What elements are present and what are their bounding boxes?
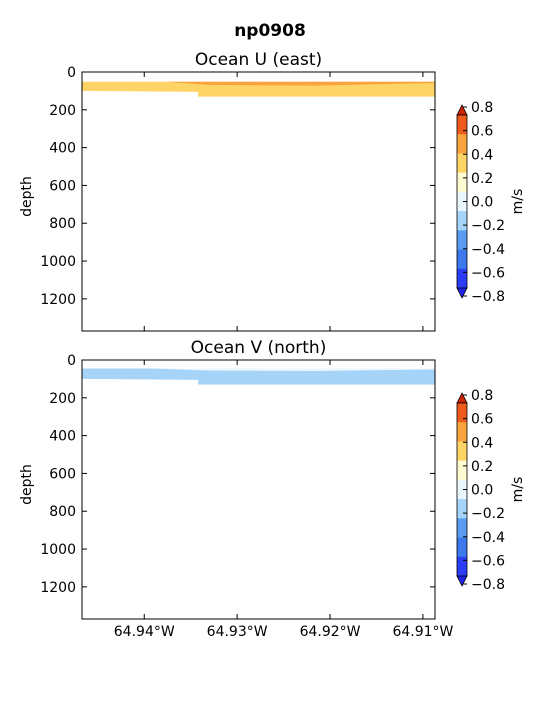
colorbar-segment xyxy=(457,268,467,289)
y-tick-label: 0 xyxy=(67,65,76,81)
colorbar-segment xyxy=(457,115,467,135)
colorbar-segment xyxy=(457,403,467,423)
colorbar-tick-label: −0.4 xyxy=(471,530,505,546)
x-tick-label: 64.92°W xyxy=(300,624,361,640)
colorbar-segment xyxy=(457,441,467,461)
axes-frame xyxy=(81,71,436,332)
y-tick-label: 1200 xyxy=(40,580,76,596)
panel-ocean-u: Ocean U (east) 0 200 400 600 800 1000 1200 depth… xyxy=(19,50,526,332)
colorbar-tick-label: 0.8 xyxy=(471,388,493,404)
panel-title: Ocean U (east) xyxy=(195,50,322,70)
y-tick-label: 400 xyxy=(49,429,76,445)
y-tick-label: 200 xyxy=(49,391,76,407)
colorbar-tick-label: 0.4 xyxy=(471,435,493,451)
colorbar-tick-label: 0.0 xyxy=(471,483,493,499)
colorbar-tick-label: 0.0 xyxy=(471,195,493,211)
colorbar: −0.8 −0.6 −0.4 −0.2 0.0 0.2 0.4 0.6 0.8 m/s xyxy=(456,100,526,305)
colorbar-tick-label: −0.6 xyxy=(471,553,505,569)
colorbar-segment xyxy=(457,422,467,442)
colorbar-segment xyxy=(457,518,467,538)
x-tick-label: 64.94°W xyxy=(114,624,175,640)
colorbar-tick-label: −0.8 xyxy=(471,577,505,593)
contour-band-0 xyxy=(82,81,435,97)
y-tick-label: 200 xyxy=(49,103,76,119)
colorbar-segment xyxy=(457,556,467,577)
panel-ocean-v: Ocean V (north) 0 200 400 600 800 1000 1200 64.9… xyxy=(19,338,526,640)
colorbar-segment xyxy=(457,230,467,250)
colorbar: −0.8 −0.6 −0.4 −0.2 0.0 0.2 0.4 0.6 0.8 m/s xyxy=(456,388,526,593)
y-tick-label: 800 xyxy=(49,504,76,520)
colorbar-tick-label: −0.4 xyxy=(471,242,505,258)
colorbar-tick-label: −0.2 xyxy=(471,506,505,522)
colorbar-tick-label: −0.6 xyxy=(471,265,505,281)
colorbar-segment xyxy=(457,153,467,173)
colorbar-segment xyxy=(457,172,467,193)
colorbar-tick-label: 0.8 xyxy=(471,100,493,116)
colorbar-segment xyxy=(457,191,467,212)
colorbar-label: m/s xyxy=(510,477,526,503)
colorbar-segment xyxy=(457,499,467,519)
contour-bands xyxy=(82,81,435,97)
y-tick-label: 600 xyxy=(49,178,76,194)
y-tick-label: 1000 xyxy=(40,542,76,558)
colorbar-segment xyxy=(457,134,467,154)
colorbar-segment xyxy=(457,211,467,231)
colorbar-label: m/s xyxy=(510,189,526,215)
figure-title: np0908 xyxy=(234,21,306,41)
y-tick-label: 600 xyxy=(49,466,76,482)
y-tick-label: 800 xyxy=(49,216,76,232)
contour-band-0 xyxy=(82,368,435,385)
colorbar-segment xyxy=(457,249,467,270)
y-axis-label: depth xyxy=(19,176,35,217)
colorbar-segment xyxy=(457,537,467,558)
colorbar-segment xyxy=(457,479,467,500)
colorbar-tick-label: −0.8 xyxy=(471,289,505,305)
colorbar-tick-label: 0.4 xyxy=(471,147,493,163)
panel-title: Ocean V (north) xyxy=(191,338,327,358)
y-axis-label: depth xyxy=(19,464,35,505)
x-tick-label: 64.91°W xyxy=(392,624,453,640)
y-tick-label: 1200 xyxy=(40,292,76,308)
x-tick-label: 64.93°W xyxy=(207,624,268,640)
colorbar-tick-label: −0.2 xyxy=(471,218,505,234)
colorbar-tick-label: 0.6 xyxy=(471,412,493,428)
colorbar-tick-label: 0.6 xyxy=(471,124,493,140)
axes-frame xyxy=(81,359,436,620)
contour-band-1 xyxy=(153,368,435,371)
contour-band-1 xyxy=(164,81,435,86)
plot-area xyxy=(82,360,435,619)
panels: Ocean U (east) 0 200 400 600 800 1000 1200 depth… xyxy=(19,50,526,640)
y-tick-label: 400 xyxy=(49,141,76,157)
contour-bands xyxy=(82,368,435,385)
y-tick-label: 1000 xyxy=(40,254,76,270)
colorbar-tick-label: 0.2 xyxy=(471,171,493,187)
y-tick-label: 0 xyxy=(67,353,76,369)
plot-area xyxy=(82,72,435,331)
colorbar-segment xyxy=(457,460,467,481)
colorbar-tick-label: 0.2 xyxy=(471,459,493,475)
